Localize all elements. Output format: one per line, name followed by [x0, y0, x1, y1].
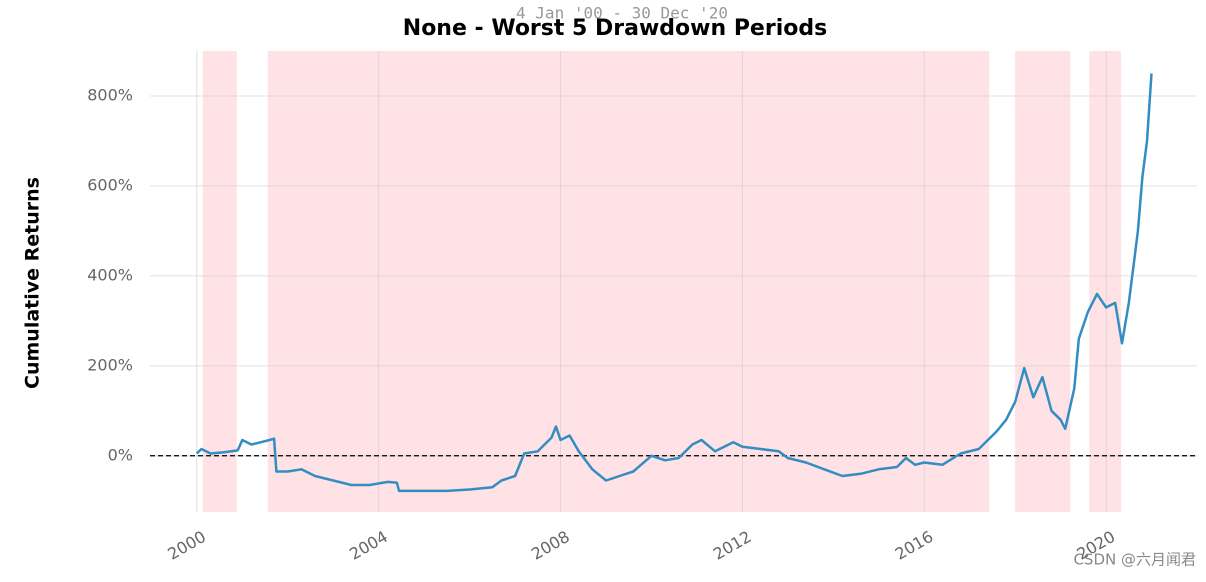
chart-subtitle: 4 Jan '00 - 30 Dec '20 [516, 4, 728, 23]
y-axis-label: Cumulative Returns [22, 177, 44, 389]
line-series [195, 73, 1153, 493]
x-tick-label: 2000 [164, 527, 209, 564]
x-tick-label: 2008 [528, 527, 573, 564]
drawdown-span [1104, 51, 1122, 512]
x-tick-label: 2004 [346, 527, 391, 564]
x-tick-label: 2012 [710, 527, 755, 564]
drawdown-span [1015, 51, 1071, 512]
drawdown-span [1089, 51, 1105, 512]
chart-title: None - Worst 5 Drawdown Periods [403, 16, 827, 41]
y-tick-label: 0% [108, 445, 133, 464]
watermark: CSDN @六月闻君 [1073, 551, 1196, 569]
y-tick-label: 600% [87, 175, 133, 194]
y-tick-label: 200% [87, 355, 133, 374]
y-tick-label: 800% [87, 85, 133, 104]
y-tick-label: 400% [87, 265, 133, 284]
drawdown-span [267, 51, 990, 512]
x-tick-label: 2016 [892, 527, 937, 564]
drawdown-span [202, 51, 237, 512]
